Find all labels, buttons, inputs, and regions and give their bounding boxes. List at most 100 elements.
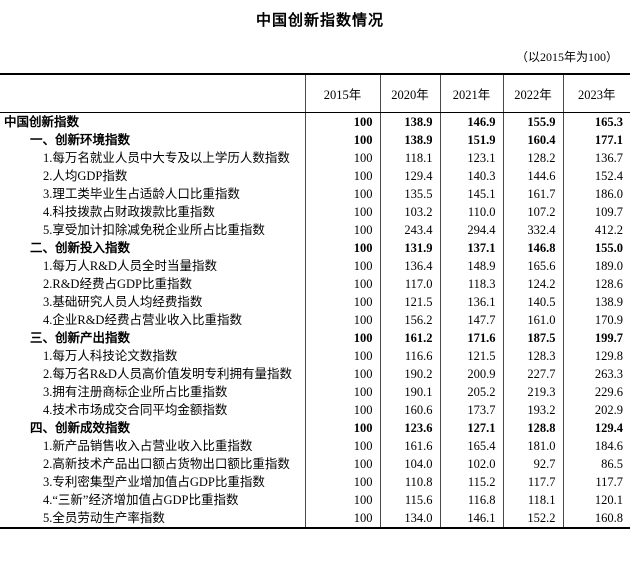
row-value: 294.4: [440, 221, 504, 239]
label-column-header: [0, 74, 306, 113]
row-value: 146.1: [440, 509, 504, 528]
table-row: 4.企业R&D经费占营业收入比重指数 100 156.2 147.7 161.0 170.…: [0, 311, 630, 329]
table-header-row: 2015年 2020年 2021年 2022年 2023年: [0, 74, 630, 113]
row-label: 一、创新环境指数: [0, 131, 306, 149]
row-value: 187.5: [503, 329, 564, 347]
table-row: 三、创新产出指数 100 161.2 171.6 187.5 199.7: [0, 329, 630, 347]
row-value: 100: [305, 257, 381, 275]
row-value: 100: [305, 149, 381, 167]
table-row: 5.享受加计扣除减免税企业所占比重指数 100 243.4 294.4 332.4 412…: [0, 221, 630, 239]
row-label: 四、创新成效指数: [0, 419, 306, 437]
table-row: 3.专利密集型产业增加值占GDP比重指数 100 110.8 115.2 117.7 11…: [0, 473, 630, 491]
row-value: 100: [305, 311, 381, 329]
row-value: 117.7: [595, 475, 623, 489]
row-value: 190.2: [380, 365, 441, 383]
row-value: 100: [305, 347, 381, 365]
row-value: 110.8: [380, 473, 441, 491]
table-row: 4.科技拨款占财政拨款比重指数 100 103.2 110.0 107.2 109.7: [0, 203, 630, 221]
row-value: 116.6: [380, 347, 441, 365]
row-value: 229.6: [594, 385, 623, 399]
year-column-header: 2022年: [503, 74, 564, 113]
row-value: 171.6: [440, 329, 504, 347]
row-value: 100: [305, 509, 381, 528]
row-label: 三、创新产出指数: [0, 329, 306, 347]
row-value: 100: [305, 401, 381, 419]
row-value: 103.2: [380, 203, 441, 221]
row-value: 100: [305, 239, 381, 257]
row-label: 二、创新投入指数: [0, 239, 306, 257]
row-value: 104.0: [380, 455, 441, 473]
row-value: 227.7: [503, 365, 564, 383]
row-value: 146.8: [503, 239, 564, 257]
row-value: 189.0: [594, 259, 623, 273]
row-value: 117.0: [380, 275, 441, 293]
row-value: 86.5: [601, 457, 623, 471]
row-value: 138.9: [380, 112, 441, 131]
row-value: 138.9: [380, 131, 441, 149]
row-value: 173.7: [440, 401, 504, 419]
row-value: 148.9: [440, 257, 504, 275]
row-value: 155.0: [594, 241, 623, 255]
row-value: 134.0: [380, 509, 441, 528]
row-value: 120.1: [594, 493, 623, 507]
row-value: 156.2: [380, 311, 441, 329]
row-value: 161.7: [503, 185, 564, 203]
table-row: 1.新产品销售收入占营业收入比重指数 100 161.6 165.4 181.0 184.…: [0, 437, 630, 455]
row-value: 118.3: [440, 275, 504, 293]
row-value: 412.2: [594, 223, 623, 237]
row-label: 2.R&D经费占GDP比重指数: [0, 275, 306, 293]
row-value: 118.1: [380, 149, 441, 167]
row-label: 1.每万人科技论文数指数: [0, 347, 306, 365]
row-value: 138.9: [594, 295, 623, 309]
row-value: 155.9: [503, 112, 564, 131]
row-value: 151.9: [440, 131, 504, 149]
row-label: 5.全员劳动生产率指数: [0, 509, 306, 528]
year-column-header: 2023年: [563, 74, 630, 113]
row-value: 100: [305, 112, 381, 131]
row-value: 202.9: [594, 403, 623, 417]
row-value: 136.7: [594, 151, 623, 165]
row-value: 146.9: [440, 112, 504, 131]
table-row: 5.全员劳动生产率指数 100 134.0 146.1 152.2 160.8: [0, 509, 630, 528]
row-label: 3.拥有注册商标企业所占比重指数: [0, 383, 306, 401]
row-label: 2.每万名R&D人员高价值发明专利拥有量指数: [0, 365, 306, 383]
row-value: 152.2: [503, 509, 564, 528]
year-column-header: 2020年: [380, 74, 441, 113]
row-value: 184.6: [594, 439, 623, 453]
row-value: 263.3: [594, 367, 623, 381]
row-value: 137.1: [440, 239, 504, 257]
row-value: 129.4: [380, 167, 441, 185]
innovation-index-table: 2015年 2020年 2021年 2022年 2023年 中国创新指数 100 138.9…: [0, 73, 630, 529]
table-row: 一、创新环境指数 100 138.9 151.9 160.4 177.1: [0, 131, 630, 149]
row-value: 128.8: [503, 419, 564, 437]
row-value: 102.0: [440, 455, 504, 473]
table-row: 3.基础研究人员人均经费指数 100 121.5 136.1 140.5 138.9: [0, 293, 630, 311]
row-value: 100: [305, 167, 381, 185]
row-label: 1.新产品销售收入占营业收入比重指数: [0, 437, 306, 455]
row-value: 200.9: [440, 365, 504, 383]
row-label: 3.专利密集型产业增加值占GDP比重指数: [0, 473, 306, 491]
table-row: 四、创新成效指数 100 123.6 127.1 128.8 129.4: [0, 419, 630, 437]
row-label: 3.理工类毕业生占适龄人口比重指数: [0, 185, 306, 203]
row-value: 129.8: [594, 349, 623, 363]
row-value: 136.1: [440, 293, 504, 311]
row-label: 中国创新指数: [0, 112, 306, 131]
row-value: 100: [305, 185, 381, 203]
row-value: 160.4: [503, 131, 564, 149]
row-value: 110.0: [440, 203, 504, 221]
row-value: 140.5: [503, 293, 564, 311]
row-value: 199.7: [594, 331, 623, 345]
row-value: 109.7: [594, 205, 623, 219]
row-value: 170.9: [594, 313, 623, 327]
table-row: 2.R&D经费占GDP比重指数 100 117.0 118.3 124.2 128.6: [0, 275, 630, 293]
table-row: 1.每万人R&D人员全时当量指数 100 136.4 148.9 165.6 189.0: [0, 257, 630, 275]
row-value: 123.6: [380, 419, 441, 437]
row-value: 160.8: [594, 511, 623, 525]
year-column-header: 2021年: [440, 74, 504, 113]
row-value: 190.1: [380, 383, 441, 401]
row-value: 100: [305, 329, 381, 347]
table-row: 中国创新指数 100 138.9 146.9 155.9 165.3: [0, 112, 630, 131]
base-year-note: （以2015年为100）: [515, 50, 618, 64]
row-value: 118.1: [503, 491, 564, 509]
row-value: 100: [305, 203, 381, 221]
